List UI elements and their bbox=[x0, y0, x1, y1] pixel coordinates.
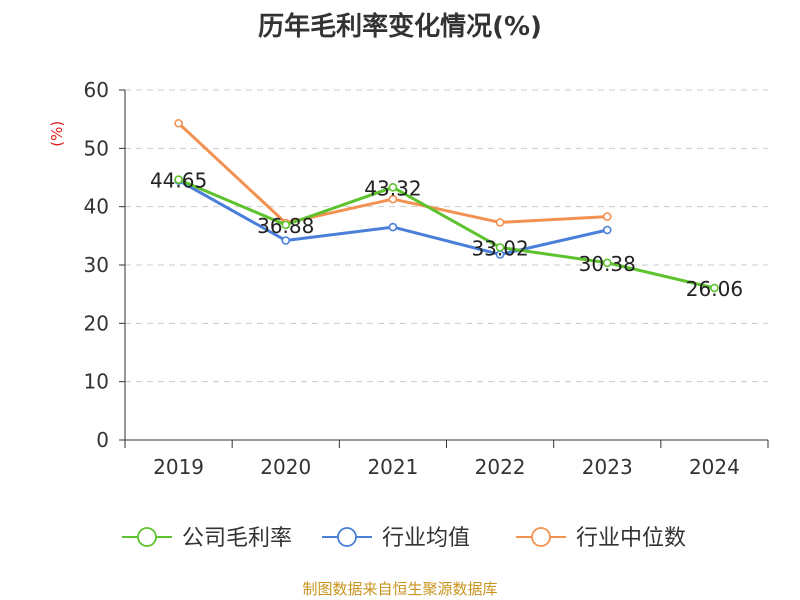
data-label: 26.06 bbox=[686, 277, 743, 301]
legend-marker bbox=[337, 527, 357, 547]
y-tick-label: 30 bbox=[84, 253, 109, 277]
legend-label: 公司毛利率 bbox=[182, 526, 292, 551]
x-tick-label: 2020 bbox=[260, 455, 311, 479]
legend-marker bbox=[531, 527, 551, 547]
x-tick-label: 2019 bbox=[153, 455, 204, 479]
y-tick-label: 60 bbox=[84, 78, 109, 102]
chart-title: 历年毛利率变化情况(%) bbox=[258, 12, 542, 42]
data-label: 33.02 bbox=[471, 236, 528, 260]
data-label: 30.38 bbox=[579, 252, 636, 276]
data-label: 36.88 bbox=[257, 214, 314, 238]
data-point bbox=[174, 175, 183, 184]
data-point bbox=[388, 194, 398, 204]
data-point bbox=[495, 243, 505, 252]
data-label: 43.32 bbox=[364, 176, 421, 200]
y-tick-label: 10 bbox=[84, 370, 109, 394]
x-tick-label: 2022 bbox=[475, 455, 526, 479]
data-point bbox=[281, 220, 291, 230]
y-tick-label: 0 bbox=[96, 428, 109, 452]
data-source-footer: 制图数据来自恒生聚源数据库 bbox=[302, 580, 498, 598]
data-point bbox=[281, 236, 291, 245]
x-tick-label: 2021 bbox=[367, 455, 418, 479]
data-point bbox=[602, 225, 612, 235]
data-point bbox=[388, 222, 398, 232]
data-point bbox=[602, 212, 612, 221]
data-point bbox=[602, 258, 612, 268]
y-axis-label: (%) bbox=[48, 121, 66, 147]
series-line bbox=[177, 178, 715, 290]
x-tick-label: 2023 bbox=[582, 455, 633, 479]
data-point bbox=[710, 283, 719, 293]
y-tick-label: 40 bbox=[84, 195, 109, 219]
legend-label: 行业中位数 bbox=[576, 526, 686, 551]
legend-marker bbox=[137, 527, 157, 547]
x-tick-label: 2024 bbox=[689, 455, 740, 479]
y-tick-label: 50 bbox=[84, 136, 109, 160]
y-tick-label: 20 bbox=[84, 311, 109, 335]
legend-label: 行业均值 bbox=[382, 526, 470, 551]
data-label: 44.65 bbox=[150, 169, 207, 193]
data-point bbox=[495, 218, 505, 227]
data-point bbox=[388, 183, 398, 192]
data-point bbox=[174, 118, 183, 128]
